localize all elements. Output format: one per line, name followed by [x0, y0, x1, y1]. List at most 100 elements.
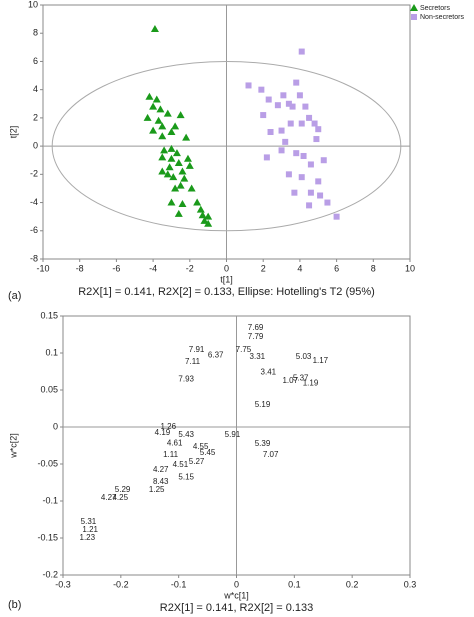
square-point	[265, 96, 272, 103]
point-label: 5.43	[178, 430, 194, 439]
triangle-point	[143, 113, 152, 121]
point-label: 4.61	[167, 438, 183, 447]
square-point	[278, 147, 285, 154]
triangle-point	[167, 154, 176, 162]
triangle-point	[160, 146, 169, 154]
triangle-point	[174, 159, 183, 167]
triangle-point	[145, 92, 154, 100]
square-point	[307, 189, 314, 196]
x-tick-label: 0	[234, 579, 239, 589]
square-point	[278, 127, 285, 134]
triangle-point	[185, 161, 194, 169]
triangle-point	[178, 199, 187, 207]
point-label: 6.37	[208, 350, 224, 359]
x-tick-label: -0.2	[113, 579, 129, 589]
x-tick-label: 10	[405, 263, 415, 273]
x-tick-label: 0	[224, 263, 229, 273]
triangle-point	[176, 181, 185, 189]
point-label: 5.37	[293, 373, 309, 382]
square-point	[315, 126, 322, 133]
point-label: 5.03	[296, 352, 312, 361]
y-tick-label: 8	[33, 28, 38, 38]
x-tick-label: 4	[297, 263, 302, 273]
x-tick-label: -4	[149, 263, 157, 273]
x-axis-title: w*c[1]	[223, 590, 249, 600]
square-point	[298, 48, 305, 55]
square-point	[260, 112, 267, 119]
triangle-point	[167, 128, 176, 135]
y-tick-label: -2	[30, 169, 38, 179]
y-tick-label: 0.15	[40, 310, 58, 320]
x-tick-label: -6	[112, 263, 120, 273]
square-point	[245, 82, 252, 89]
point-label: 1.26	[160, 422, 176, 431]
triangle-point	[176, 111, 185, 119]
point-label: 7.75	[236, 345, 252, 354]
square-point	[267, 129, 274, 135]
x-tick-label: -10	[36, 263, 49, 273]
square-point	[282, 138, 289, 145]
point-label: 4.19	[155, 428, 171, 437]
legend-label: Non-secretors	[420, 14, 464, 21]
legend-marker	[411, 14, 417, 20]
square-point	[285, 171, 292, 178]
square-point	[306, 114, 313, 121]
point-label: 1.23	[80, 533, 96, 542]
x-tick-label: -2	[186, 263, 194, 273]
square-point	[293, 150, 300, 157]
y-tick-label: -8	[30, 253, 38, 263]
triangle-point	[171, 122, 180, 130]
point-label: 7.11	[185, 357, 201, 366]
caption: R2X[1] = 0.141, R2X[2] = 0.133, Ellipse:…	[78, 286, 375, 298]
point-label: 5.15	[178, 472, 194, 481]
triangle-point	[187, 184, 196, 192]
triangle-point	[172, 149, 181, 157]
x-tick-label: 0.1	[288, 579, 301, 589]
square-point	[263, 154, 270, 161]
triangle-point	[165, 163, 174, 171]
y-tick-label: 2	[33, 112, 38, 122]
point-label: 7.93	[178, 375, 194, 384]
y-tick-label: 10	[28, 0, 38, 9]
triangle-point	[167, 144, 176, 152]
point-label: 1.19	[303, 378, 319, 387]
y-tick-label: 4	[33, 84, 38, 94]
hotelling-ellipse	[51, 60, 402, 232]
y-tick-label: 6	[33, 56, 38, 66]
x-tick-label: -8	[76, 263, 84, 273]
y-tick-label: -0.15	[37, 532, 58, 542]
x-tick-label: -0.3	[55, 579, 71, 589]
point-label: 1.21	[82, 525, 98, 534]
point-label: 7.79	[248, 332, 264, 341]
square-point	[258, 86, 265, 93]
y-tick-label: 0.1	[45, 347, 58, 357]
square-point	[320, 157, 327, 164]
legend-marker	[410, 4, 418, 11]
square-point	[296, 92, 303, 99]
square-point	[306, 202, 313, 209]
point-label: 7.07	[263, 450, 279, 459]
point-label: 3.31	[250, 352, 266, 361]
y-tick-label: 0	[53, 421, 58, 431]
square-point	[274, 102, 281, 109]
triangle-point	[182, 133, 191, 141]
x-tick-label: -0.1	[171, 579, 187, 589]
triangle-point	[178, 167, 187, 175]
point-label: 5.45	[200, 448, 216, 457]
point-label: 4.55	[193, 442, 209, 451]
caption: R2X[1] = 0.141, R2X[2] = 0.133	[160, 602, 314, 614]
point-label: 5.19	[255, 400, 271, 409]
point-label: 4.25	[112, 493, 128, 502]
triangle-point	[158, 153, 167, 161]
point-label: 5.29	[115, 485, 131, 494]
x-tick-label: 6	[334, 263, 339, 273]
x-tick-label: 2	[261, 263, 266, 273]
y-tick-label: -6	[30, 225, 38, 235]
square-point	[291, 189, 298, 196]
legend-label: Secretors	[420, 5, 450, 12]
triangle-point	[163, 170, 172, 178]
square-point	[317, 192, 324, 199]
triangle-point	[152, 95, 161, 103]
y-tick-label: 0	[33, 140, 38, 150]
y-tick-label: -4	[30, 197, 38, 207]
